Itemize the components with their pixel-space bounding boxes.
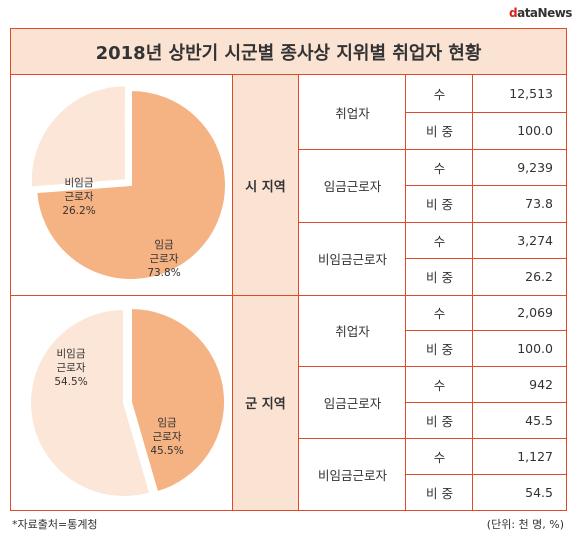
pie-label-nonwage-si: 비임금 근로자 26.2% <box>62 177 96 217</box>
sub-label-count: 수 <box>433 306 446 321</box>
pie-slice-wage <box>35 88 227 281</box>
sub-label-share: 비 중 <box>426 270 453 285</box>
sub-label-share: 비 중 <box>426 124 453 139</box>
divider-sub-row <box>406 112 566 113</box>
cell-value: 12,513 <box>509 86 553 101</box>
table-frame: 2018년 상반기 시군별 종사상 지위별 취업자 현황 비임금 근로자 26.… <box>10 28 567 511</box>
cell-value: 54.5 <box>525 484 553 500</box>
divider-cat <box>299 222 566 223</box>
divider-sub <box>472 75 473 510</box>
cell-value: 73.8 <box>525 196 553 211</box>
pie-label-wage-gun: 임금 근로자 45.5% <box>150 417 184 457</box>
sub-label-count: 수 <box>433 87 446 102</box>
sub-label-share: 비 중 <box>426 413 453 429</box>
pie-cell-si: 비임금 근로자 26.2% 임금 근로자 73.8% <box>11 75 233 295</box>
pie-slice-wage <box>130 306 226 494</box>
sub-label-share: 비 중 <box>426 485 453 501</box>
divider-sub-row <box>406 185 566 186</box>
cell-value: 1,127 <box>517 448 553 464</box>
pie-slice-nonwage <box>29 307 152 498</box>
divider-sub-row <box>406 474 566 475</box>
datanews-logo: dataNews <box>509 6 572 20</box>
unit-note: (단위: 천 명, %) <box>486 518 564 531</box>
page-title: 2018년 상반기 시군별 종사상 지위별 취업자 현황 <box>11 29 566 75</box>
region-label-si: 시 지역 <box>233 75 299 295</box>
pie-label-wage-si: 임금 근로자 73.8% <box>147 239 181 279</box>
cell-value: 100.0 <box>517 340 553 356</box>
pie-label-nonwage-gun: 비임금 근로자 54.5% <box>54 348 88 388</box>
sub-label-share: 비 중 <box>426 197 453 212</box>
divider-cat <box>299 149 566 150</box>
divider-category <box>405 75 406 510</box>
cell-value: 100.0 <box>517 123 553 138</box>
sub-label-count: 수 <box>433 449 446 465</box>
sub-label-count: 수 <box>433 377 446 393</box>
divider-sub-row <box>406 330 566 331</box>
cell-value: 45.5 <box>525 412 553 428</box>
source-note: *자료출처=통계청 <box>12 518 98 531</box>
divider-cat <box>299 366 566 367</box>
category-wage-gun: 임금근로자 <box>323 395 382 411</box>
divider-cat <box>299 438 566 439</box>
divider-sub-row <box>406 258 566 259</box>
cell-value: 26.2 <box>525 269 553 284</box>
category-employed-gun: 취업자 <box>335 324 370 339</box>
category-nonwage-si: 비임금근로자 <box>317 252 387 267</box>
cell-value: 2,069 <box>517 305 553 320</box>
pie-cell-gun: 비임금 근로자 54.5% 임금 근로자 45.5% <box>11 295 233 510</box>
sub-label-share: 비 중 <box>426 341 453 357</box>
cell-value: 942 <box>529 376 553 392</box>
pie-chart-si <box>29 84 227 281</box>
category-wage-si: 임금근로자 <box>323 179 382 194</box>
category-employed-si: 취업자 <box>335 105 370 121</box>
category-nonwage-gun: 비임금근로자 <box>317 467 387 483</box>
divider-sub-row <box>406 402 566 403</box>
pie-slice-nonwage <box>29 84 127 189</box>
pie-chart-gun <box>29 306 226 498</box>
cell-value: 3,274 <box>517 232 553 248</box>
cell-value: 9,239 <box>517 159 553 175</box>
divider-regions <box>11 295 566 296</box>
sub-label-count: 수 <box>433 233 446 249</box>
sub-label-count: 수 <box>433 160 446 176</box>
region-label-gun: 군 지역 <box>233 295 299 510</box>
